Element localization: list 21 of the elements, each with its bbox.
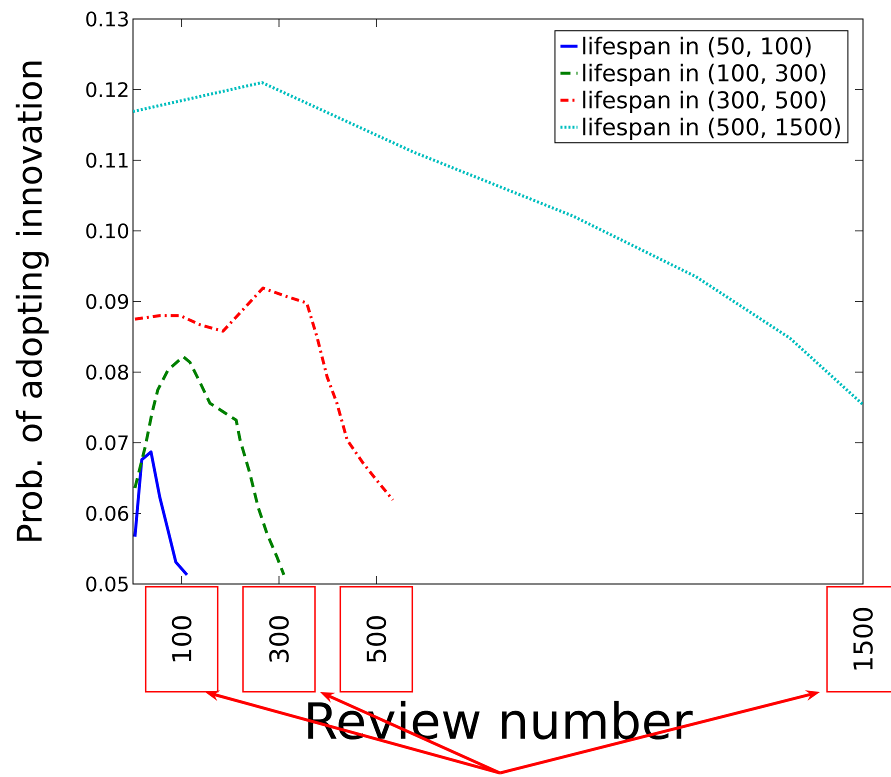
y-tick-label: 0.08 — [86, 364, 128, 380]
legend-label: lifespan in (100, 300) — [583, 64, 826, 86]
y-tick-label: 0.11 — [86, 152, 128, 168]
y-tick-label: 0.10 — [86, 223, 128, 238]
x-tick-label: 500 — [366, 616, 386, 662]
legend-label: lifespan in (50, 100) — [583, 36, 811, 60]
x-tick-label: 1500 — [853, 608, 873, 670]
y-tick-label: 0.13 — [86, 11, 128, 27]
line-series — [133, 450, 189, 576]
y-tick-label: 0.09 — [86, 294, 128, 310]
y-tick-label: 0.06 — [86, 506, 128, 521]
y-axis-title: Prob. of adopting innovation — [16, 62, 49, 541]
y-tick-label: 0.12 — [86, 82, 128, 98]
y-tick-label: 0.05 — [86, 576, 128, 592]
line-series — [133, 355, 286, 576]
line-series — [133, 286, 394, 502]
legend-label: lifespan in (500, 1500) — [583, 118, 840, 140]
x-tick-label: 100 — [172, 616, 192, 662]
x-tick-label: 300 — [269, 616, 289, 662]
y-tick-label: 0.07 — [86, 435, 128, 450]
legend-label: lifespan in (300, 500) — [583, 90, 826, 114]
